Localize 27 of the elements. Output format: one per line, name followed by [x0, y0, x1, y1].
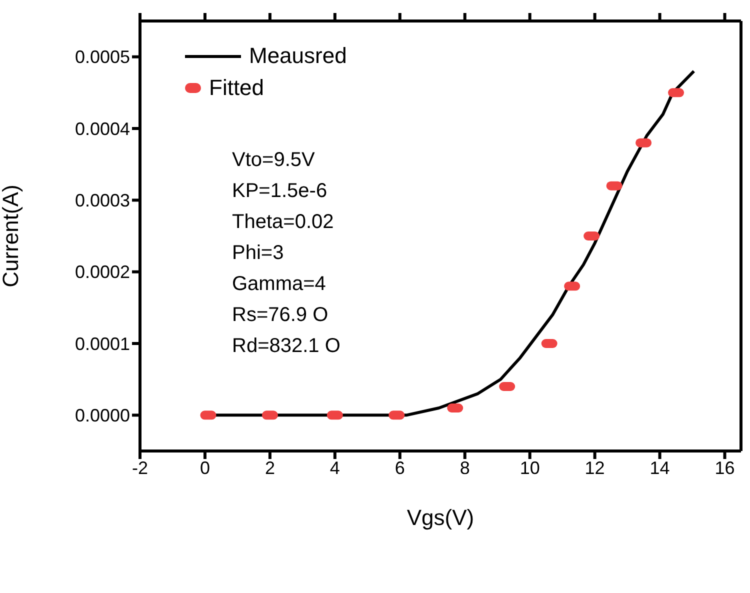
- y-axis-title: Current(A): [0, 184, 23, 288]
- annotation: KP=1.5e-6: [232, 179, 328, 204]
- annotation: Rs=76.9 O: [232, 303, 330, 328]
- x-tick-label: 16: [714, 458, 735, 478]
- x-tick-label: 12: [584, 458, 605, 478]
- annotation: Gamma=4: [232, 272, 327, 297]
- annotation: Phi=3: [232, 241, 285, 266]
- annotation: Theta=0.02: [232, 210, 335, 235]
- x-tick-label: 4: [330, 458, 340, 478]
- x-tick-label: 10: [520, 458, 540, 478]
- annotation: Vto=9.5V: [232, 148, 316, 173]
- legend-label: Fitted: [209, 75, 264, 101]
- y-tick-label: 0.0002: [74, 262, 130, 282]
- y-tick-label: 0.0000: [74, 406, 130, 426]
- x-tick-label: 0: [200, 458, 210, 478]
- x-axis-title: Vgs(V): [406, 505, 474, 530]
- y-tick-label: 0.0005: [74, 47, 130, 68]
- x-tick-label: 2: [264, 458, 275, 478]
- y-tick-label: 0.0001: [74, 334, 130, 354]
- annotation: Rd=832.1 O: [232, 334, 340, 359]
- x-tick-label: -2: [132, 458, 148, 478]
- legend-label: Meausred: [249, 43, 347, 69]
- x-tick-label: 14: [650, 458, 670, 478]
- y-tick-label: 0.0003: [74, 190, 130, 211]
- x-tick-label: 8: [460, 458, 470, 478]
- x-tick-label: 6: [394, 458, 405, 478]
- y-tick-label: 0.0004: [74, 118, 130, 139]
